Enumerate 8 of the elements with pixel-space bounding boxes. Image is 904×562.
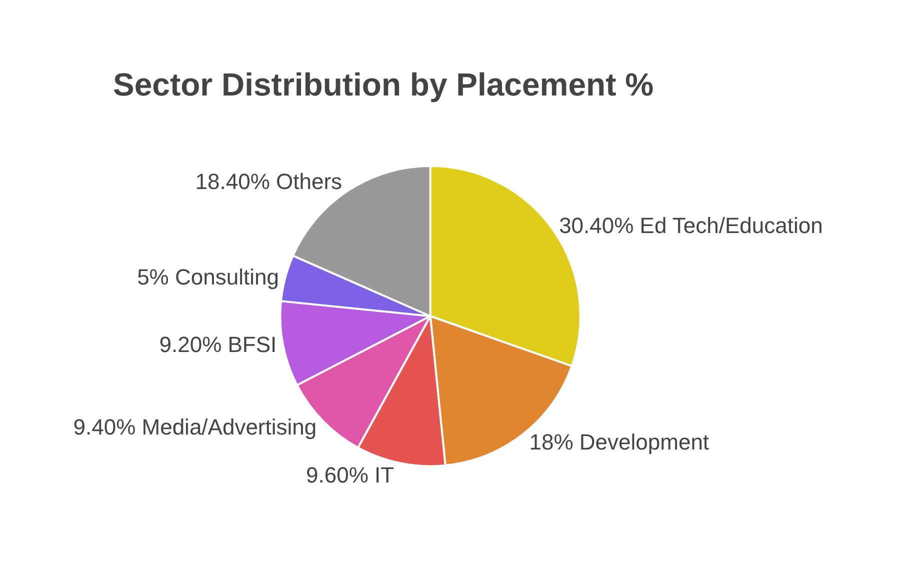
slice-label: 9.20% BFSI (159, 332, 277, 358)
slice-label: 30.40% Ed Tech/Education (559, 212, 823, 238)
slice-label: 18% Development (529, 429, 710, 454)
slice-label: 9.40% Media/Advertising (73, 414, 317, 440)
slice-label: 9.60% IT (306, 462, 394, 488)
chart-title: Sector Distribution by Placement % (113, 66, 654, 102)
slice-label: 5% Consulting (137, 264, 279, 290)
slice-label: 18.40% Others (195, 169, 342, 194)
